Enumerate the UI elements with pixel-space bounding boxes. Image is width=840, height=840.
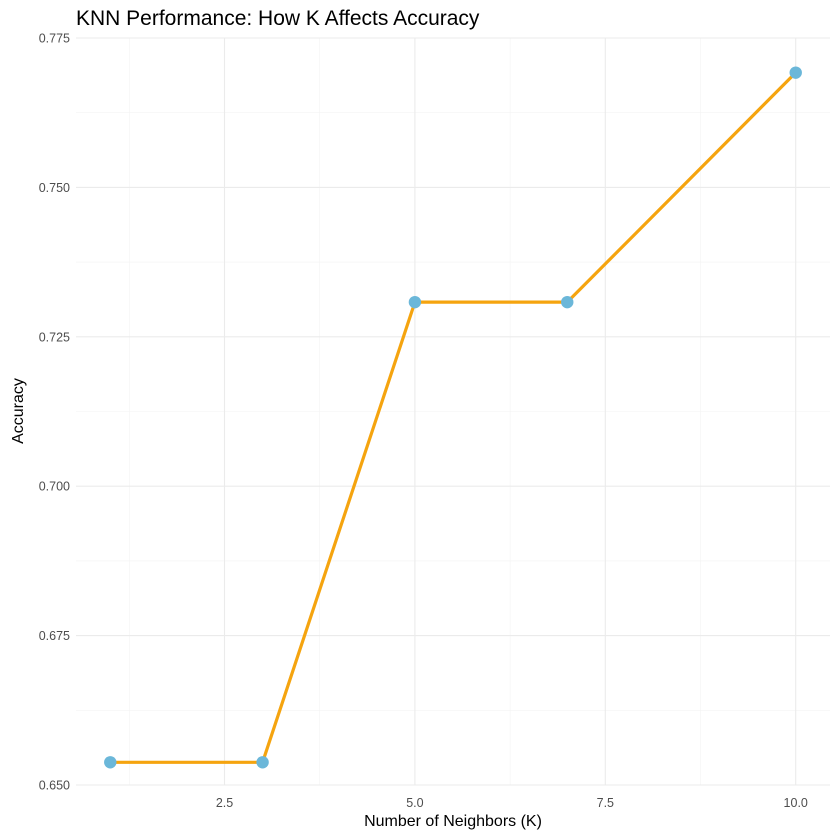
y-tick-label: 0.775 (39, 32, 70, 46)
series-accuracy (108, 71, 798, 764)
data-point (789, 66, 802, 79)
grid (76, 37, 830, 786)
x-axis-ticks: 2.5 5.0 7.5 10.0 (216, 796, 808, 810)
data-point (256, 756, 269, 769)
x-tick-label: 5.0 (406, 796, 423, 810)
data-point (561, 295, 574, 309)
x-tick-label: 10.0 (784, 796, 808, 810)
y-tick-label: 0.700 (39, 480, 70, 494)
series-line (108, 71, 798, 764)
data-points (104, 66, 802, 769)
chart-title: KNN Performance: How K Affects Accuracy (76, 7, 480, 30)
data-point (104, 756, 117, 769)
y-tick-label: 0.750 (39, 181, 70, 195)
data-point (408, 295, 422, 309)
x-axis-title: Number of Neighbors (K) (364, 813, 542, 830)
y-tick-label: 0.675 (39, 629, 70, 643)
y-axis-title: Accuracy (10, 378, 27, 444)
y-tick-label: 0.725 (39, 330, 70, 344)
y-tick-label: 0.650 (39, 779, 70, 793)
y-axis-ticks: 0.650 0.675 0.700 0.725 0.750 0.775 (39, 32, 70, 793)
x-tick-label: 2.5 (216, 796, 233, 810)
x-tick-label: 7.5 (597, 796, 614, 810)
